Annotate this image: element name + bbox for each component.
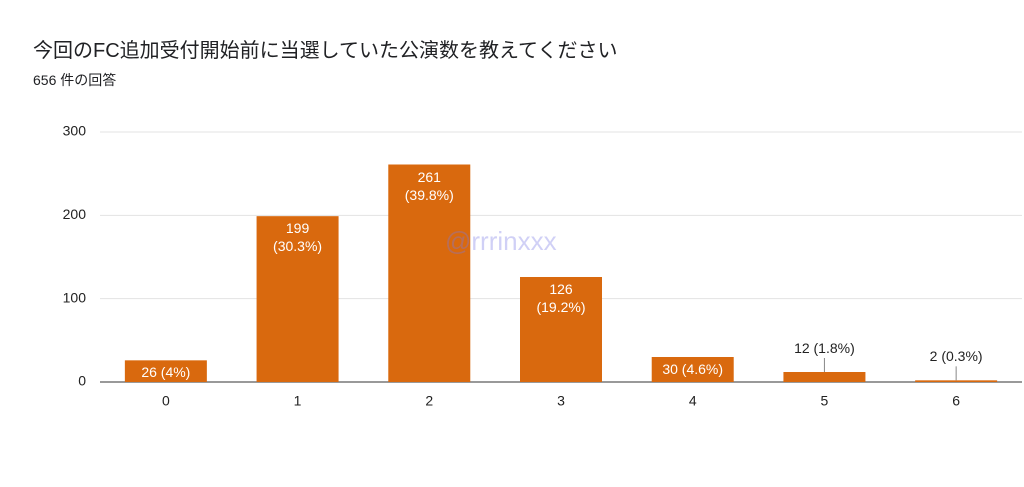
bar — [124, 360, 207, 382]
data-label: 26 (4%) — [141, 364, 191, 381]
data-label: 199 (30.3%) — [273, 220, 323, 255]
data-label: 126 (19.2%) — [536, 281, 586, 315]
bar — [651, 357, 734, 382]
x-tick-label: 6 — [952, 393, 960, 409]
bar — [520, 277, 602, 382]
x-tick-label: 4 — [689, 393, 697, 409]
bar — [256, 216, 339, 382]
chart-title: 今回のFC追加受付開始前に当選していた公演数を教えてください — [33, 40, 618, 62]
data-label: 12 (1.8%) — [794, 340, 855, 356]
x-tick-label: 3 — [557, 393, 565, 409]
bar — [915, 380, 998, 382]
x-tick-label: 2 — [425, 393, 433, 409]
y-tick-label: 100 — [63, 289, 87, 305]
x-tick-label: 0 — [162, 393, 170, 409]
bar — [783, 372, 866, 382]
y-tick-label: 300 — [63, 123, 87, 139]
y-tick-label: 0 — [78, 373, 86, 389]
data-label: 30 (4.6%) — [662, 361, 724, 377]
watermark: @rrrinxxx — [445, 226, 557, 256]
y-tick-label: 200 — [63, 206, 87, 222]
x-tick-label: 5 — [821, 393, 829, 409]
bar — [388, 164, 471, 382]
data-label: 261 (39.8%) — [404, 168, 454, 203]
data-label: 2 (0.3%) — [929, 348, 983, 365]
x-tick-label: 1 — [294, 393, 302, 409]
chart-subtitle: 656 件の回答 — [33, 72, 117, 88]
